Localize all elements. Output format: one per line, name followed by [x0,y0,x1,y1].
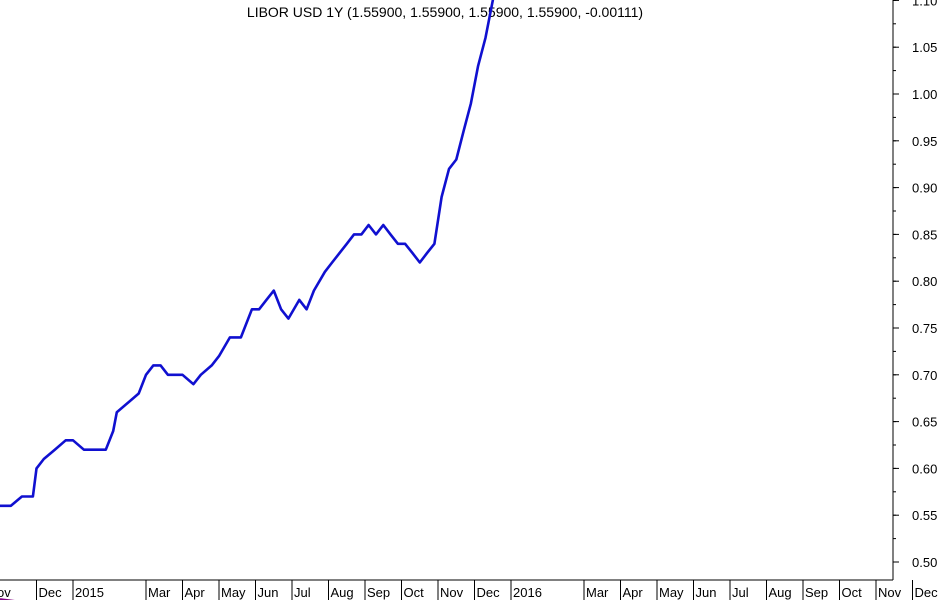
x-tick: Aug [766,580,792,600]
x-axis: ov Dec 2015 Mar Apr May Jun Jul Aug Sep Oct Nov Dec 2… [0,579,939,600]
x-tick: Dec [912,580,939,600]
y-tick: 0.50 [893,555,937,570]
y-tick-label: 1.00 [912,87,937,102]
x-tick: Apr [620,580,644,600]
x-tick: May [656,580,684,600]
x-tick-label: Apr [623,585,644,600]
x-tick-label: Dec [915,585,939,600]
series-line-libor [0,0,495,508]
y-tick: 0.95 [893,134,937,149]
x-tick-label: Jul [294,585,311,600]
x-tick-label: Aug [331,585,354,600]
x-tick-label: Dec [39,585,63,600]
x-tick-label: ov [0,585,11,600]
y-tick: 1.00 [893,87,937,102]
plot-area [0,0,495,600]
x-tick: May [218,580,246,600]
x-tick: Apr [182,580,206,600]
y-tick: 0.60 [893,461,937,476]
x-tick: Dec [36,580,63,600]
y-tick: 0.55 [893,508,937,523]
y-tick-label: 0.85 [912,227,937,242]
x-tick-label: Oct [404,585,425,600]
y-tick-label: 0.60 [912,461,937,476]
x-tick: 2016 [510,580,542,600]
x-tick-label: Dec [477,585,501,600]
y-tick-label: 1.05 [912,40,937,55]
chart-title: LIBOR USD 1Y (1.55900, 1.55900, 1.55900,… [246,4,644,20]
x-tick: Jul [291,580,311,600]
x-tick: 2015 [72,580,104,600]
x-tick-label: Mar [148,585,171,600]
y-tick-label: 0.70 [912,368,937,383]
x-tick-label: Nov [440,585,464,600]
x-tick: Oct [401,580,425,600]
x-tick: Jul [729,580,749,600]
y-tick: 0.90 [893,181,937,196]
y-tick-label: 0.90 [912,181,937,196]
x-tick-label: Nov [878,585,902,600]
x-tick: Jun [693,580,717,600]
x-tick-label: Sep [805,585,828,600]
y-tick-label: 0.80 [912,274,937,289]
y-tick-label: 0.95 [912,134,937,149]
y-axis: 0.50 0.55 0.60 0.65 0.70 0.75 0.80 0.85 0.90 0.95… [892,0,937,580]
x-tick-label: Jul [732,585,749,600]
x-tick: Sep [802,580,828,600]
y-tick-label: 0.55 [912,508,937,523]
y-tick-label: 0.65 [912,415,937,430]
y-tick: 0.75 [893,321,937,336]
x-tick-label: Mar [586,585,609,600]
x-tick: Oct [839,580,863,600]
x-tick-label: Jun [696,585,717,600]
y-tick: 0.65 [893,415,937,430]
y-tick-label: 0.75 [912,321,937,336]
x-tick: Dec [474,580,501,600]
x-tick-label: Oct [842,585,863,600]
x-tick: Sep [364,580,390,600]
x-tick: Mar [145,580,171,600]
x-tick-label: Sep [367,585,390,600]
x-tick: Mar [583,580,609,600]
x-tick-label: 2016 [513,585,542,600]
x-tick-label: May [659,585,684,600]
y-tick: 0.80 [893,274,937,289]
x-tick-label: Aug [769,585,792,600]
x-tick: Nov [875,580,902,600]
y-tick-label: 1.10 [912,0,937,8]
y-tick: 1.10 [893,0,937,8]
y-tick-label: 0.50 [912,555,937,570]
x-tick: Nov [437,580,464,600]
x-tick: Aug [328,580,354,600]
y-tick: 1.05 [893,40,937,55]
x-tick: Jun [255,580,279,600]
x-tick-label: Apr [185,585,206,600]
x-tick: ov [0,585,11,600]
x-tick-label: Jun [258,585,279,600]
y-tick: 0.70 [893,368,937,383]
x-tick-label: May [221,585,246,600]
y-tick: 0.85 [893,227,937,242]
x-tick-label: 2015 [75,585,104,600]
